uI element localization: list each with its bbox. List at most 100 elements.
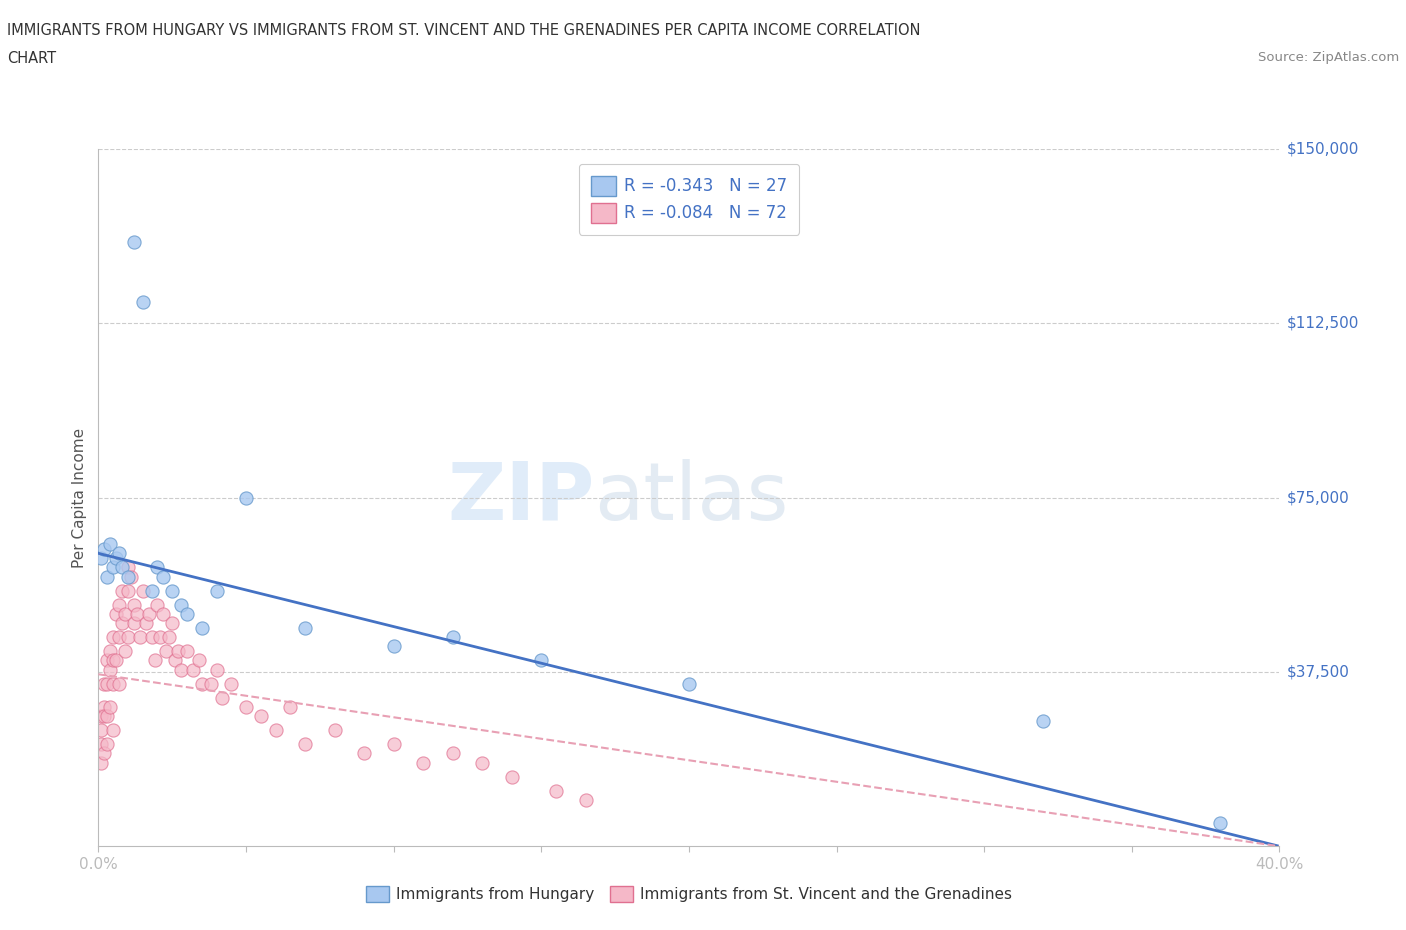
Point [501, 769, 523, 784]
Point [114, 606, 136, 621]
Point [278, 699, 302, 714]
Text: Source: ZipAtlas.com: Source: ZipAtlas.com [1258, 51, 1399, 64]
Point [90, 709, 112, 724]
Point [200, 676, 222, 691]
Point [162, 616, 183, 631]
Point [122, 597, 145, 612]
Text: IMMIGRANTS FROM HUNGARY VS IMMIGRANTS FROM ST. VINCENT AND THE GRENADINES PER CA: IMMIGRANTS FROM HUNGARY VS IMMIGRANTS FR… [7, 23, 921, 38]
Point [138, 606, 160, 621]
Point [235, 490, 257, 505]
Text: $37,500: $37,500 [1286, 664, 1350, 680]
Point [93, 699, 115, 714]
Point [117, 560, 139, 575]
Point [96, 653, 118, 668]
Point [141, 583, 163, 598]
Point [108, 676, 131, 691]
Point [122, 234, 145, 249]
Point [111, 583, 134, 598]
Point [114, 644, 136, 658]
Point [105, 653, 128, 668]
Point [96, 676, 118, 691]
Point [93, 676, 115, 691]
Point [191, 676, 214, 691]
Point [294, 737, 316, 751]
Point [132, 295, 155, 310]
Point [108, 597, 131, 612]
Point [250, 709, 273, 724]
Point [122, 616, 145, 631]
Point [108, 546, 131, 561]
Point [294, 620, 316, 635]
Point [574, 792, 596, 807]
Point [530, 653, 553, 668]
Point [103, 630, 125, 644]
Point [441, 630, 464, 644]
Point [323, 723, 346, 737]
Point [205, 662, 228, 677]
Point [117, 630, 139, 644]
Point [441, 746, 464, 761]
Point [96, 569, 118, 584]
Point [471, 755, 494, 770]
Point [120, 569, 142, 584]
Point [117, 569, 139, 584]
Point [170, 662, 193, 677]
Text: $150,000: $150,000 [1286, 141, 1358, 156]
Point [382, 737, 405, 751]
Point [103, 653, 125, 668]
Point [205, 583, 228, 598]
Point [678, 676, 700, 691]
Point [135, 616, 157, 631]
Point [353, 746, 375, 761]
Point [382, 639, 405, 654]
Point [1209, 816, 1232, 830]
Point [181, 662, 204, 677]
Point [117, 583, 139, 598]
Point [167, 644, 190, 658]
Point [143, 653, 166, 668]
Point [111, 560, 134, 575]
Point [93, 709, 115, 724]
Point [235, 699, 257, 714]
Point [105, 606, 128, 621]
Text: $75,000: $75,000 [1286, 490, 1350, 505]
Point [105, 551, 128, 565]
Point [412, 755, 434, 770]
Point [98, 699, 121, 714]
Point [157, 630, 180, 644]
Point [187, 653, 209, 668]
Point [1032, 713, 1054, 728]
Point [211, 690, 233, 705]
Point [96, 737, 118, 751]
Point [98, 537, 121, 551]
Point [146, 597, 169, 612]
Point [125, 606, 148, 621]
Point [103, 560, 125, 575]
Point [98, 644, 121, 658]
Point [176, 644, 198, 658]
Point [103, 723, 125, 737]
Point [152, 606, 174, 621]
Y-axis label: Per Capita Income: Per Capita Income [72, 428, 87, 567]
Point [96, 709, 118, 724]
Point [103, 676, 125, 691]
Text: ZIP: ZIP [447, 458, 595, 537]
Point [176, 606, 198, 621]
Text: CHART: CHART [7, 51, 56, 66]
Point [141, 630, 163, 644]
Point [93, 541, 115, 556]
Point [98, 662, 121, 677]
Point [132, 583, 155, 598]
Point [155, 644, 177, 658]
Point [90, 737, 112, 751]
Point [170, 597, 193, 612]
Text: $112,500: $112,500 [1286, 315, 1358, 331]
Point [108, 630, 131, 644]
Point [264, 723, 287, 737]
Point [149, 630, 172, 644]
Point [90, 755, 112, 770]
Point [93, 746, 115, 761]
Point [152, 569, 174, 584]
Point [544, 783, 567, 798]
Text: atlas: atlas [595, 458, 789, 537]
